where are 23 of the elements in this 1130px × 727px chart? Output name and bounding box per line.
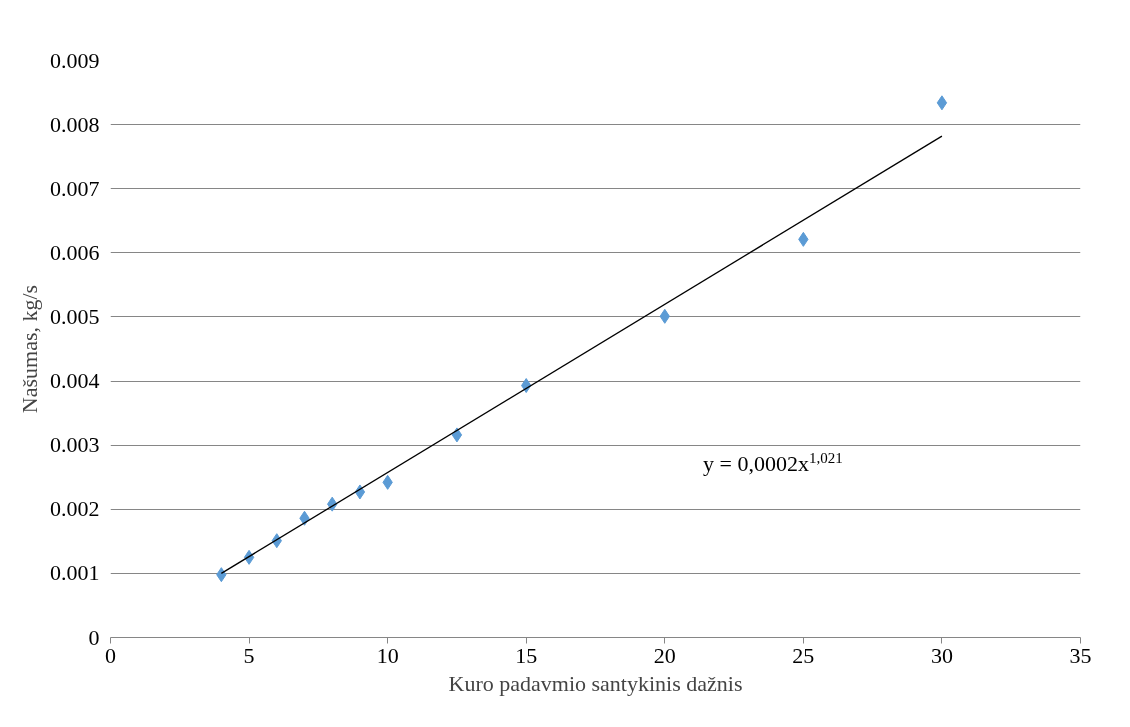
point: [451, 427, 463, 443]
y-tick-label: 0.003: [50, 432, 100, 458]
annotation: y = 0,0002x$^{1,021}$: [703, 450, 843, 478]
y-tick-label: 0.009: [50, 47, 100, 73]
x-tick-label: 35: [1069, 642, 1092, 668]
x-axis-title: Kuro padavmio santykinis dažnis: [448, 670, 743, 696]
y-tick-label: 0.004: [50, 368, 100, 394]
x-tick-label: 20: [653, 642, 676, 668]
y-tick-label: 0.002: [50, 496, 100, 522]
y-tick-label: 0.006: [50, 239, 100, 265]
point: [936, 95, 948, 111]
y-tick-label: 0.001: [50, 560, 100, 586]
x-tick-label: 10: [376, 642, 399, 668]
y-tick-label: 0.007: [50, 175, 100, 201]
x-tick-label: 15: [515, 642, 538, 668]
y-tick-label: 0: [88, 624, 100, 650]
x-tick-label: 5: [243, 642, 255, 668]
y-axis-title: Našumas, kg/s: [17, 284, 42, 414]
x-tick-label: 30: [930, 642, 953, 668]
x-tick-label: 25: [792, 642, 815, 668]
y-tick-label: 0.005: [50, 303, 100, 329]
x-tick-label: 0: [105, 642, 116, 668]
y-tick-label: 0.008: [50, 111, 100, 137]
